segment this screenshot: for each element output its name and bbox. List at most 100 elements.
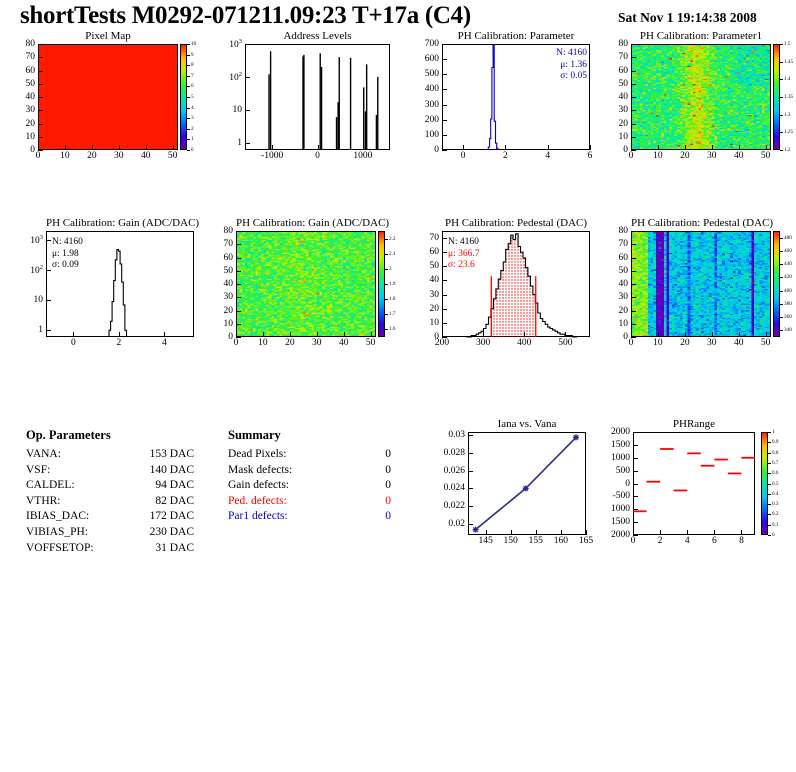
y-tick-label: 1500: [611, 439, 630, 450]
plot-frame: [468, 432, 586, 535]
y-tick: [631, 337, 636, 338]
color-scale-label: 1.7: [389, 311, 396, 318]
color-scale-label: 420: [784, 274, 792, 281]
y-tick: [468, 524, 473, 526]
plot-ph-calibration-parameter1-map[interactable]: PH Calibration: Parameter1 0 10 20 30 40 50 0 10…: [605, 30, 795, 162]
y-tick: [631, 257, 636, 259]
y-tick-label: 10: [618, 131, 629, 142]
color-scale-tick: [187, 128, 190, 130]
y-tick-label: 0.022: [443, 501, 465, 512]
color-scale-label: 0.8: [772, 449, 779, 456]
x-tick-label: 20: [680, 151, 690, 161]
y-tick: [442, 89, 447, 91]
y-tick: [245, 109, 250, 111]
x-tick-label: 0: [630, 536, 636, 546]
x-tick: [547, 145, 549, 150]
x-tick: [317, 145, 319, 150]
x-tick: [91, 145, 93, 150]
color-scale-label: 5: [191, 94, 194, 100]
color-scale-bar: [773, 44, 780, 150]
y-tick-label: 500: [615, 465, 630, 476]
y-tick: [631, 97, 636, 98]
stat-sigma: σ: 23.6: [448, 260, 475, 270]
x-tick: [118, 145, 120, 150]
color-scale-label: 380: [784, 300, 792, 307]
heatmap-canvas: [632, 45, 770, 149]
y-tick: [442, 252, 447, 254]
plot-iana-vs-vana[interactable]: Iana vs. Vana 145 150 155 160 165 0.02 0.022 0.0…: [418, 418, 594, 548]
y-tick: [468, 452, 473, 454]
y-tick-label: 0: [623, 145, 628, 155]
color-scale-label: 7: [191, 72, 194, 79]
color-scale-border: [378, 231, 385, 337]
y-tick: [631, 297, 636, 299]
x-tick: [164, 332, 166, 337]
y-tick-label: 103: [229, 38, 242, 51]
heatmap-canvas: [632, 232, 770, 336]
x-tick: [316, 332, 318, 337]
plot-ph-calibration-gain-hist[interactable]: PH Calibration: Gain (ADC/DAC) 0 2 4 1 10 102 1…: [8, 217, 203, 349]
color-scale-tick: [187, 54, 190, 56]
y-tick-label: 60: [25, 65, 36, 76]
op-parameter-label: VANA:: [26, 448, 61, 460]
y-tick-label: 0.028: [443, 447, 465, 458]
x-tick-label: 2: [116, 338, 122, 348]
color-scale-tick: [187, 150, 190, 151]
x-tick-label: 145: [478, 536, 493, 546]
y-tick-label: 100: [424, 129, 439, 140]
x-tick-label: 300: [475, 338, 491, 348]
color-scale-tick: [385, 268, 388, 270]
y-tick: [442, 119, 447, 121]
op-parameter-value: 31 DAC: [155, 541, 194, 554]
x-tick: [343, 332, 345, 337]
color-scale-label: 0.4: [772, 490, 779, 497]
plot-ph-calibration-pedestal-map[interactable]: PH Calibration: Pedestal (DAC) 0 10 20 30 40 5…: [605, 217, 795, 349]
plot-frame: [633, 432, 755, 535]
spike-series: [268, 51, 379, 150]
y-tick: [468, 434, 473, 436]
color-scale-tick: [187, 65, 190, 67]
x-tick: [560, 530, 562, 535]
plot-ph-calibration-pedestal-hist[interactable]: PH Calibration: Pedestal (DAC) 200 300 400 5…: [402, 217, 597, 349]
plot-phrange[interactable]: PHRange 0 2 4 6 8 2000 1500 1000 -500 0 500 1000 1500…: [595, 418, 795, 548]
y-tick-label: 50: [429, 261, 440, 272]
color-scale-label: 0: [191, 147, 194, 153]
x-tick: [711, 332, 713, 337]
y-tick-label: 40: [223, 279, 234, 289]
x-tick-label: 50: [760, 338, 771, 348]
y-tick-label: 400: [424, 84, 439, 95]
x-tick-label: 0: [35, 151, 41, 161]
y-tick-label: 2000: [611, 427, 630, 437]
summary-row-label: Mask defects:: [228, 463, 293, 476]
x-tick: [272, 145, 274, 150]
color-scale-tick: [780, 97, 783, 98]
y-tick: [631, 83, 636, 85]
x-tick-label: 155: [528, 536, 543, 546]
x-tick-label: 4: [684, 536, 690, 546]
y-tick-label: 70: [429, 233, 440, 244]
x-tick: [236, 332, 237, 337]
y-tick-label: 0: [625, 478, 630, 489]
y-tick: [631, 244, 636, 246]
color-scale-label: 460: [784, 247, 792, 254]
stat-mu: μ: 366.7: [448, 248, 480, 259]
plot-address-levels[interactable]: Address Levels -1000 0 1000 1 10 102 103: [205, 30, 395, 162]
y-tick-label: 30: [25, 105, 36, 116]
y-tick: [633, 432, 638, 433]
x-tick-label: 6: [587, 151, 593, 161]
plot-pixel-map[interactable]: Pixel Map 0 10 20 30 40 50 0 10 20 30 40 50 60 70 80 0 1 2…: [8, 30, 198, 162]
y-tick-label: 0: [434, 145, 439, 155]
color-scale-label: 1.4: [784, 76, 791, 83]
x-tick-label: 4: [162, 338, 167, 348]
plot-ph-calibration-gain-map[interactable]: PH Calibration: Gain (ADC/DAC) 0 10 20 30 40 5…: [210, 217, 400, 349]
x-tick-label: 10: [258, 338, 268, 348]
plot-ph-calibration-parameter[interactable]: PH Calibration: Parameter 0 2 4 6 0 100 200 300 4…: [400, 30, 595, 162]
y-tick: [633, 522, 638, 524]
y-tick-label: 40: [429, 275, 440, 286]
color-scale-label: 0.2: [772, 511, 779, 518]
color-scale-label: 0.5: [772, 480, 779, 487]
x-tick: [633, 530, 634, 535]
color-scale-tick: [780, 290, 783, 292]
y-tick: [631, 57, 636, 59]
x-tick-label: 10: [653, 151, 663, 161]
